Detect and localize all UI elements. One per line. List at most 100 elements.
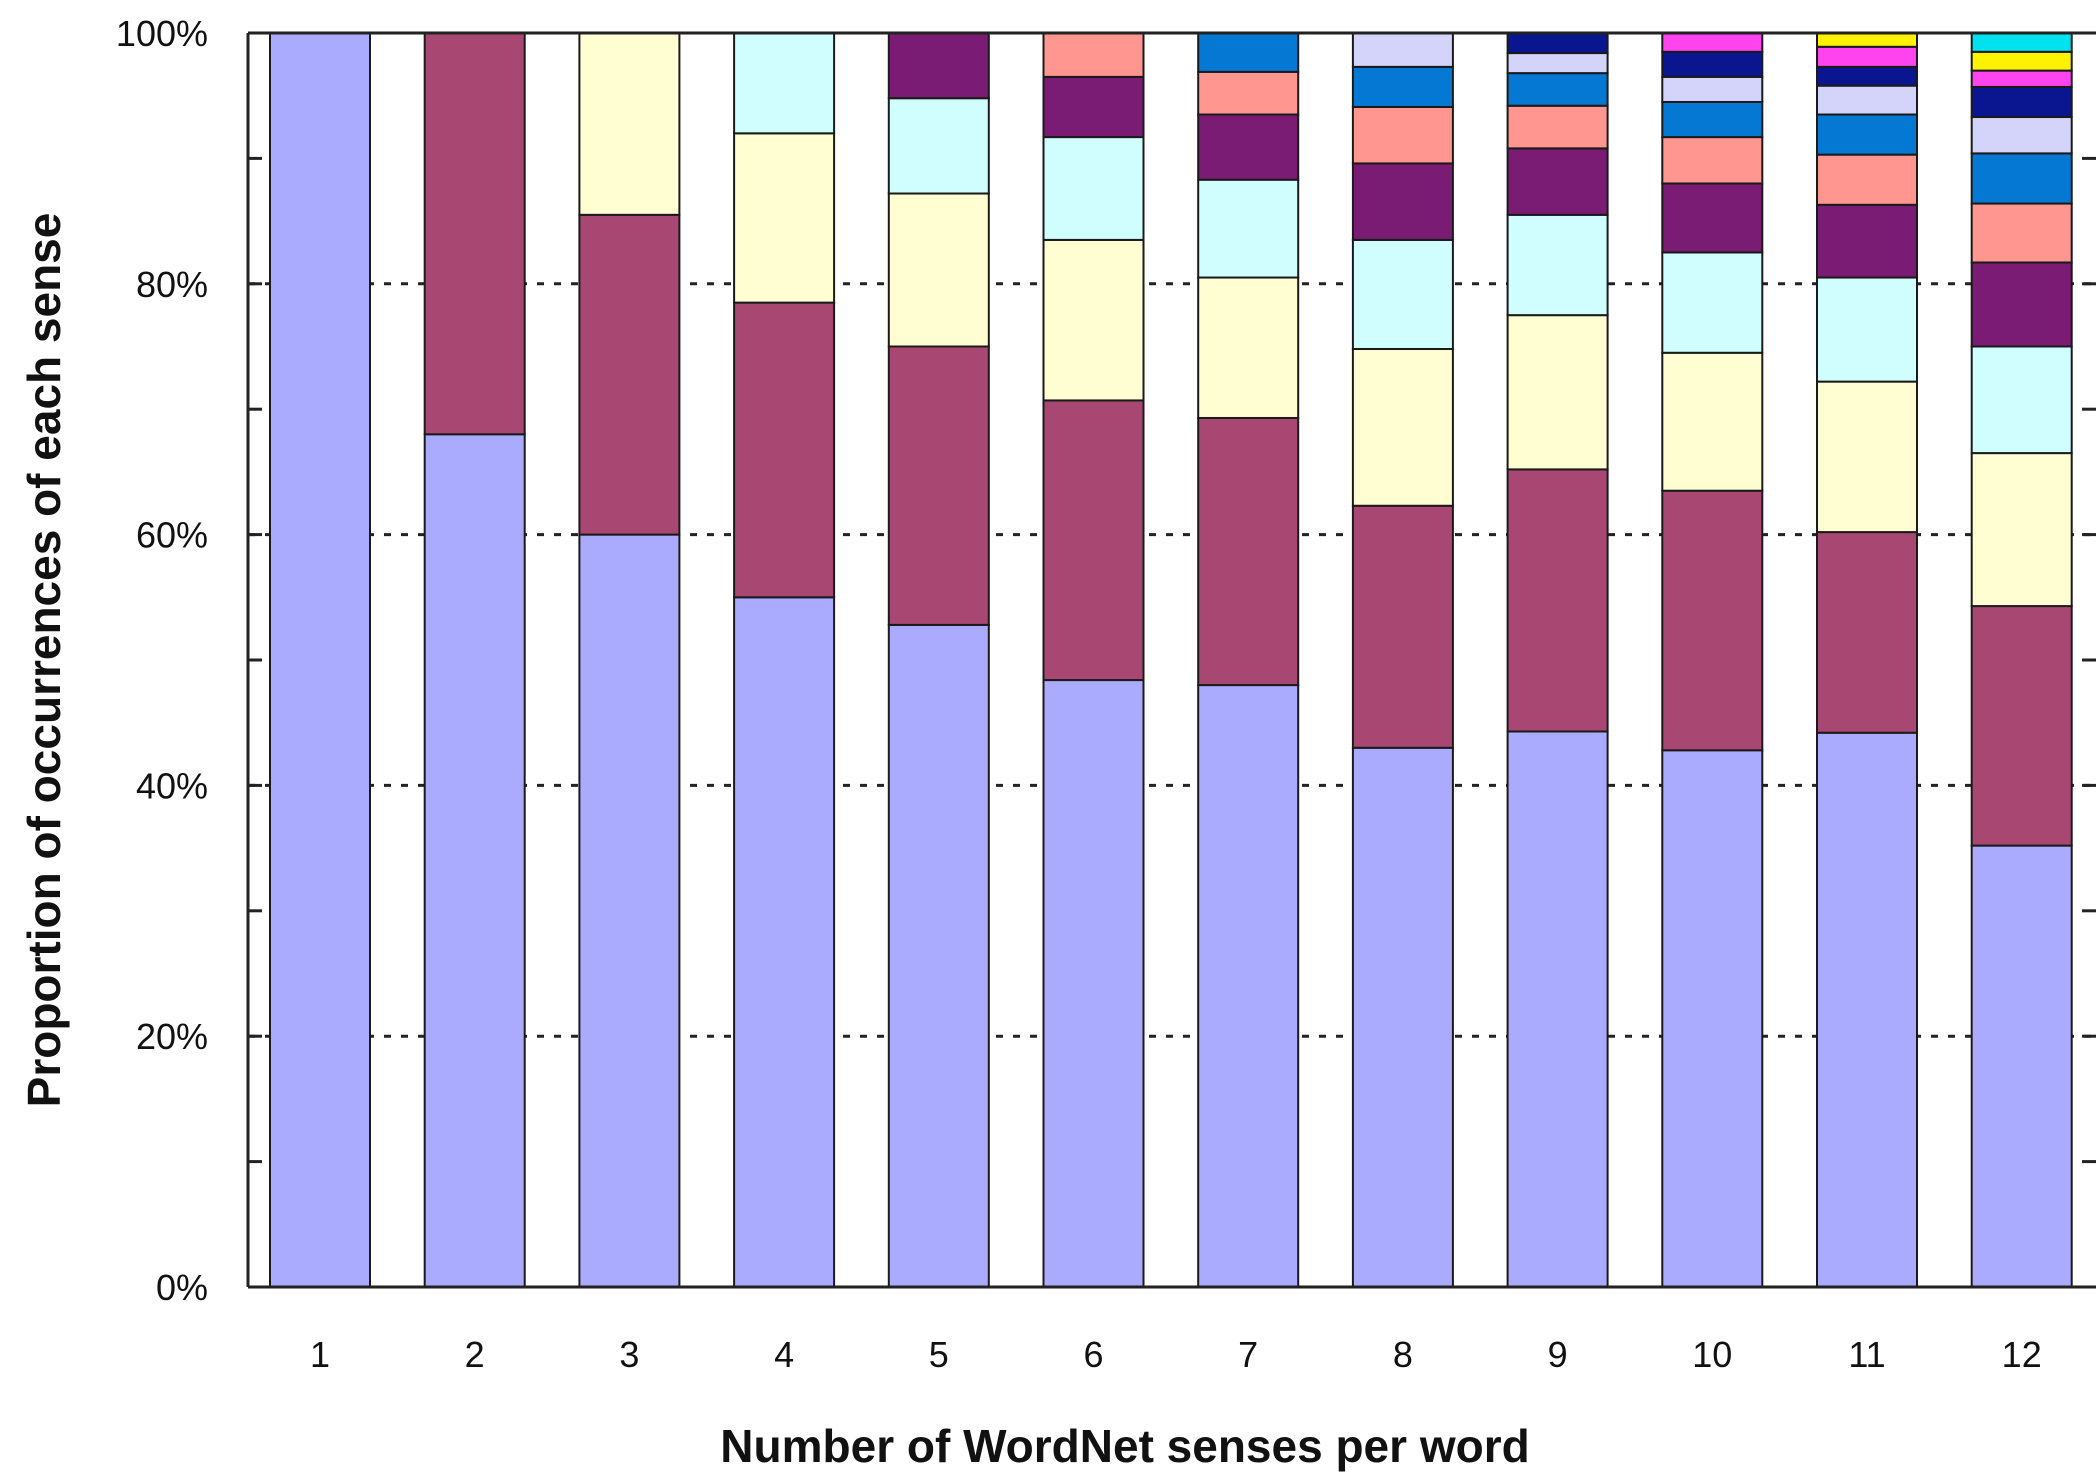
bar-segment <box>1506 730 1609 1288</box>
bar-segment <box>423 32 526 436</box>
bar-segment <box>1197 416 1300 687</box>
bar-segment <box>423 433 526 1288</box>
bar-segment <box>1506 314 1609 471</box>
bar-segment <box>1816 84 1918 116</box>
bar-segment <box>1661 489 1764 752</box>
bar-segment <box>1816 203 1918 279</box>
bars <box>269 32 2073 1288</box>
y-tick-label: 60% <box>136 515 208 556</box>
x-axis-title: Number of WordNet senses per word <box>720 1420 1529 1472</box>
y-tick-label: 40% <box>136 765 208 806</box>
bar-stack <box>733 32 836 1288</box>
bar-segment <box>1816 45 1918 68</box>
bar-segment <box>1042 136 1145 241</box>
bar-segment <box>1197 113 1300 181</box>
y-tick-label: 0% <box>156 1267 208 1308</box>
bar-segment <box>1816 380 1918 534</box>
bar-stack <box>1970 32 2073 1288</box>
bar-segment <box>1661 251 1764 354</box>
bar-segment <box>1042 399 1145 682</box>
bar-segment <box>1661 749 1764 1288</box>
bar-segment <box>1970 152 2073 205</box>
y-tick-label: 100% <box>116 13 208 54</box>
bar-segment <box>1197 70 1300 116</box>
x-tick-label: 11 <box>1848 1334 1885 1375</box>
bar-segment <box>887 97 990 195</box>
bar-stack <box>1197 32 1300 1288</box>
bar-segment <box>1970 261 2073 348</box>
bar-segment <box>1970 50 2073 72</box>
x-tick-label: 9 <box>1548 1334 1568 1375</box>
x-tick-label: 12 <box>2002 1334 2042 1375</box>
bar-segment <box>1970 85 2073 119</box>
bar-segment <box>1042 679 1145 1288</box>
bar-segment <box>1661 100 1764 139</box>
bar-segment <box>1506 213 1609 317</box>
bar-segment <box>1816 153 1918 206</box>
bar-segment <box>1197 684 1300 1288</box>
x-tick-label: 3 <box>619 1334 639 1375</box>
bar-segment <box>733 301 836 599</box>
y-tick-label: 80% <box>136 264 208 305</box>
bar-segment <box>1351 348 1454 507</box>
bar-segment <box>1816 113 1918 156</box>
bar-segment <box>1816 276 1918 383</box>
bar-segment <box>1970 202 2073 264</box>
bar-segment <box>1661 75 1764 103</box>
bar-segment <box>1816 531 1918 734</box>
bar-segment <box>1970 844 2073 1288</box>
bar-stack <box>578 32 681 1288</box>
bar-segment <box>1197 178 1300 279</box>
bar-segment <box>1506 32 1609 55</box>
x-tick-label: 2 <box>465 1334 485 1375</box>
bar-segment <box>1661 32 1764 53</box>
x-tick-label: 7 <box>1238 1334 1258 1375</box>
bar-segment <box>578 32 681 216</box>
bar-segment <box>1506 52 1609 75</box>
bar-stack <box>269 32 371 1288</box>
axes <box>246 31 2096 1289</box>
x-tick-label: 1 <box>310 1334 330 1375</box>
bar-stack <box>1816 32 1918 1288</box>
bar-segment <box>1816 32 1918 48</box>
bar-segment <box>578 213 681 536</box>
bar-segment <box>1661 182 1764 254</box>
bar-segment <box>1506 104 1609 150</box>
bar-segment <box>1816 65 1918 87</box>
bar-segment <box>1506 468 1609 733</box>
bar-segment <box>1506 147 1609 216</box>
bar-segment <box>1661 50 1764 78</box>
gridlines <box>248 282 2096 1038</box>
bar-segment <box>1970 452 2073 608</box>
bar-segment <box>1042 32 1145 78</box>
bar-segment <box>1042 75 1145 139</box>
bar-segment <box>887 345 990 626</box>
bar-segment <box>733 32 836 135</box>
bar-segment <box>1970 116 2073 155</box>
bar-segment <box>887 32 990 100</box>
bar-segment <box>887 192 990 348</box>
bar-segment <box>1970 32 2073 53</box>
bar-segment <box>1351 32 1454 68</box>
bar-segment <box>733 132 836 304</box>
bar-segment <box>1661 351 1764 492</box>
x-tick-label: 8 <box>1393 1334 1413 1375</box>
x-tick-label: 10 <box>1692 1334 1732 1375</box>
bar-segment <box>1970 605 2073 847</box>
bar-segment <box>1661 136 1764 185</box>
bar-segment <box>1351 746 1454 1288</box>
bar-stack <box>1351 32 1454 1288</box>
bar-segment <box>269 32 371 1288</box>
bar-stack <box>1042 32 1145 1288</box>
bar-segment <box>1351 162 1454 241</box>
x-tick-label: 4 <box>774 1334 794 1375</box>
bar-segment <box>1816 731 1918 1288</box>
bar-segment <box>1197 276 1300 419</box>
tick-labels: 1 2 3 4 5 6 7 8 9 10 11 120%20%40%60%80%100% <box>116 13 2042 1375</box>
bar-stack <box>423 32 526 1288</box>
bar-segment <box>1506 72 1609 107</box>
bar-segment <box>1351 65 1454 108</box>
bar-segment <box>1970 345 2073 455</box>
bar-segment <box>578 533 681 1288</box>
